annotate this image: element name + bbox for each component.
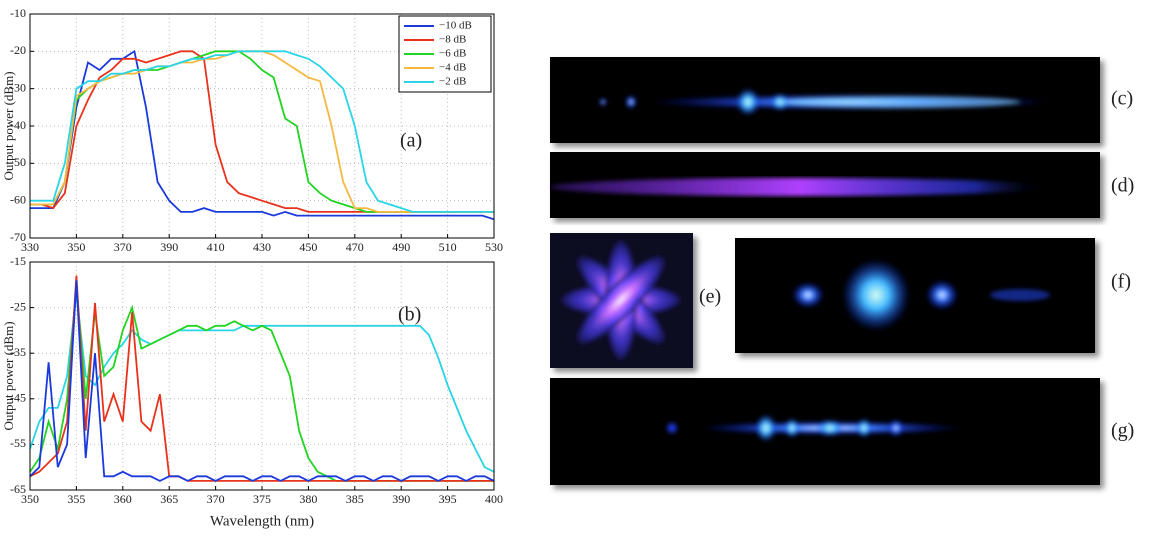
annotation: (b) [398, 304, 421, 326]
mode-e [561, 240, 681, 360]
image-panels: (c) (d) (e) (f) (g) [550, 57, 1134, 485]
x-tick-label: 390 [160, 240, 178, 254]
x-tick-label: 510 [439, 240, 457, 254]
y-tick-label: -15 [10, 254, 26, 268]
y-tick-label: -10 [10, 6, 26, 20]
x-tick-label: 530 [485, 240, 503, 254]
panel-label: (d) [1111, 175, 1134, 197]
series-line [30, 49, 495, 221]
plot-frame [29, 13, 495, 239]
x-tick-label: 430 [253, 240, 271, 254]
panel-label: (e) [699, 286, 721, 308]
legend: −10 dB −8 dB −6 dB −4 dB −2 dB [398, 15, 492, 93]
x-tick-label: 350 [67, 240, 85, 254]
x-tick-label: 375 [253, 492, 271, 506]
y-tick-label: -30 [10, 80, 26, 94]
legend-label: −4 dB [439, 62, 466, 74]
series-line [29, 275, 494, 482]
x-tick-label: 395 [439, 492, 457, 506]
x-tick-label: 355 [67, 492, 85, 506]
legend-label: −8 dB [439, 34, 466, 46]
y-tick-label: -45 [10, 391, 26, 405]
x-tick-label: 360 [114, 492, 132, 506]
y-tick-label: -55 [10, 436, 26, 450]
x-tick-label: 410 [207, 240, 225, 254]
x-tick-label: 370 [207, 492, 225, 506]
x-tick-label: 365 [160, 492, 178, 506]
y-tick-label: -40 [10, 118, 26, 132]
x-tick-label: 490 [392, 240, 410, 254]
y-tick-label: -35 [10, 345, 26, 359]
legend-label: −2 dB [439, 76, 466, 88]
panel-label: (f) [1111, 271, 1131, 293]
x-tick-label: 400 [485, 492, 503, 506]
plot-frame [29, 261, 495, 491]
y-tick-label: -60 [10, 192, 26, 206]
y-axis-label: Output power (dBm) [1, 321, 16, 430]
series-line [30, 50, 494, 213]
y-tick-label: -25 [10, 299, 26, 313]
x-axis-label: Wavelength (nm) [210, 513, 314, 529]
beam-d [550, 178, 1050, 196]
y-tick-label: -65 [10, 482, 26, 496]
y-tick-label: -50 [10, 155, 26, 169]
x-tick-label: 385 [346, 492, 364, 506]
x-tick-label: 470 [346, 240, 364, 254]
x-tick-label: 350 [21, 492, 39, 506]
y-tick-label: -20 [10, 43, 26, 57]
panel-label: (g) [1111, 420, 1134, 442]
beam-g [667, 414, 960, 442]
panel-label: (c) [1111, 88, 1133, 110]
y-axis-label: Output power (dBm) [1, 71, 16, 180]
annotation: (a) [400, 130, 422, 152]
x-tick-label: 380 [299, 492, 317, 506]
legend-label: −10 dB [439, 20, 472, 32]
y-tick-label: -70 [10, 230, 26, 244]
x-tick-label: 390 [392, 492, 410, 506]
series-line [29, 280, 495, 482]
mode-f [792, 259, 1050, 331]
x-tick-label: 450 [299, 240, 317, 254]
x-tick-label: 330 [21, 240, 39, 254]
beam-c [599, 88, 1050, 116]
legend-label: −6 dB [439, 48, 466, 60]
x-tick-label: 370 [114, 240, 132, 254]
